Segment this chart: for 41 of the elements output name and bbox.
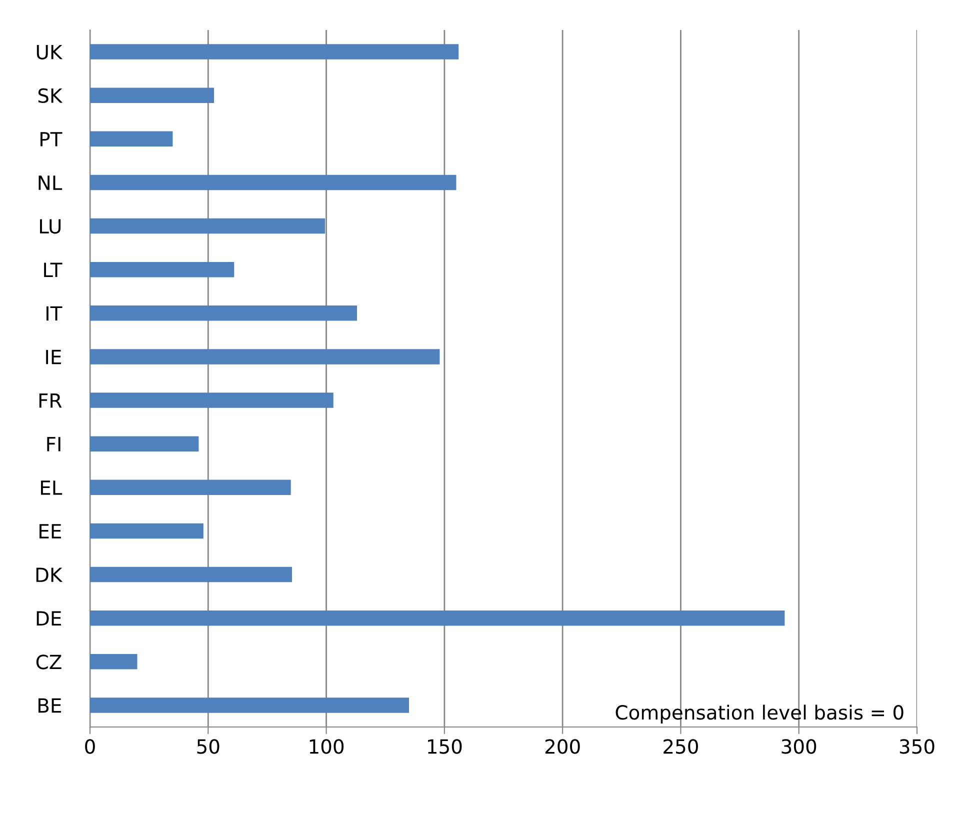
bar [90, 654, 138, 670]
bar [90, 88, 214, 103]
y-tick-label: DE [36, 611, 61, 626]
bar [90, 174, 456, 190]
x-tick-label: 0 [85, 739, 95, 754]
x-tick-label: 50 [197, 739, 220, 754]
bar [90, 698, 409, 713]
bar [90, 349, 440, 364]
y-tick-label: FI [47, 437, 60, 452]
y-tick-label: UK [36, 44, 63, 60]
bar [90, 436, 199, 452]
bar [90, 523, 204, 539]
bar [90, 44, 459, 60]
y-tick-label: EE [40, 524, 61, 538]
bar [90, 262, 234, 278]
x-tick-label: 200 [545, 739, 580, 754]
bar [90, 392, 334, 408]
y-tick-label: PT [40, 132, 62, 146]
y-tick-label: CZ [36, 654, 62, 670]
x-tick-label: 300 [782, 739, 816, 754]
x-tick-label: 350 [900, 739, 934, 754]
x-tick-label: 150 [428, 739, 462, 754]
x-tick-label: 250 [664, 739, 698, 754]
y-tick-label: BE [38, 698, 61, 713]
y-tick-label: FR [39, 393, 62, 408]
y-tick-label: LT [44, 262, 62, 277]
bar [90, 306, 358, 321]
annotation: Compensation level basis = 0 [616, 704, 904, 724]
x-tick-label: 100 [310, 739, 344, 754]
y-tick-label: DK [36, 568, 63, 582]
bar [90, 610, 785, 626]
y-tick-label: IE [46, 350, 61, 364]
y-tick-label: EL [41, 480, 62, 495]
bar [90, 131, 173, 147]
bar [90, 566, 292, 582]
y-tick-label: NL [38, 176, 62, 190]
bar [90, 218, 326, 234]
y-tick-label: LU [40, 219, 61, 234]
y-tick-label: IT [46, 306, 62, 321]
y-tick-label: SK [38, 88, 63, 104]
bar [90, 480, 291, 496]
